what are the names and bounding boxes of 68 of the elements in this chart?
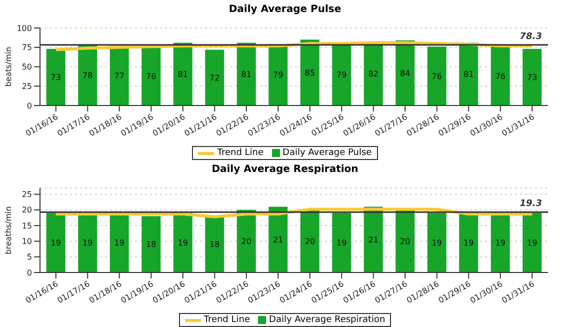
legend-label: Daily Average Respiration [268, 315, 386, 325]
chart-title: Daily Average Pulse [228, 3, 342, 17]
data-label: 19 [336, 238, 347, 248]
ref-line-label: 78.3 [520, 32, 542, 42]
y-tick-label: 50 [22, 62, 32, 72]
data-label: 79 [336, 70, 347, 80]
y-tick-label: 75 [22, 43, 32, 52]
y-tick-label: 5 [26, 252, 32, 262]
data-label: 85 [304, 68, 315, 78]
bar [173, 42, 192, 106]
data-label: 73 [50, 73, 61, 82]
bar [268, 44, 288, 106]
y-tick-label: 15 [22, 221, 32, 230]
data-label: 19 [464, 238, 474, 248]
legend-label: Daily Average Pulse [282, 148, 372, 158]
data-label: 81 [464, 70, 474, 79]
data-label: 18 [210, 240, 220, 250]
y-tick-label: 100 [16, 24, 32, 33]
data-label: 21 [273, 235, 284, 244]
data-label: 81 [178, 70, 188, 79]
data-label: 73 [527, 73, 538, 82]
y-tick-label: 25 [22, 190, 32, 200]
data-label: 19 [114, 238, 124, 248]
bar [332, 44, 352, 106]
bar [110, 46, 129, 106]
bar [142, 46, 161, 106]
data-label: 21 [368, 235, 378, 244]
data-label: 19 [495, 238, 506, 248]
data-label: 19 [527, 238, 538, 248]
y-axis-title: breaths/min [4, 206, 13, 254]
y-tick-label: 25 [22, 82, 32, 91]
data-label: 20 [304, 237, 315, 246]
y-tick-label: 0 [26, 101, 32, 110]
y-axis-title: beats/min [4, 46, 13, 87]
data-label: 77 [114, 72, 124, 81]
data-label: 19 [50, 238, 61, 248]
data-label: 20 [400, 237, 410, 246]
y-tick-label: 10 [22, 237, 32, 246]
bar [459, 42, 478, 106]
data-label: 19 [432, 238, 442, 248]
y-tick-label: 20 [22, 206, 32, 215]
data-label: 19 [82, 238, 93, 248]
data-label: 76 [146, 72, 156, 81]
data-label: 19 [178, 238, 188, 248]
bar [396, 40, 415, 106]
data-label: 84 [400, 68, 410, 78]
ref-line-label: 19.3 [520, 199, 542, 210]
legend-label: Trend Line [216, 148, 264, 158]
data-label: 76 [495, 72, 506, 81]
bar [236, 42, 256, 106]
data-label: 20 [241, 237, 252, 246]
bar [46, 48, 66, 106]
data-label: 79 [273, 70, 284, 80]
bar [78, 45, 98, 106]
chart-title: Daily Average Respiration [210, 163, 360, 177]
data-label: 72 [210, 73, 220, 82]
data-label: 78 [82, 71, 93, 80]
legend-label: Trend Line [202, 315, 250, 325]
data-label: 81 [241, 70, 252, 79]
bar [522, 48, 542, 106]
bar [490, 46, 510, 106]
bar [300, 40, 320, 106]
data-label: 82 [368, 70, 378, 79]
y-tick-label: 0 [26, 268, 32, 278]
data-label: 18 [146, 240, 156, 250]
bar [205, 50, 224, 106]
data-label: 76 [432, 72, 442, 81]
bar [427, 46, 446, 106]
